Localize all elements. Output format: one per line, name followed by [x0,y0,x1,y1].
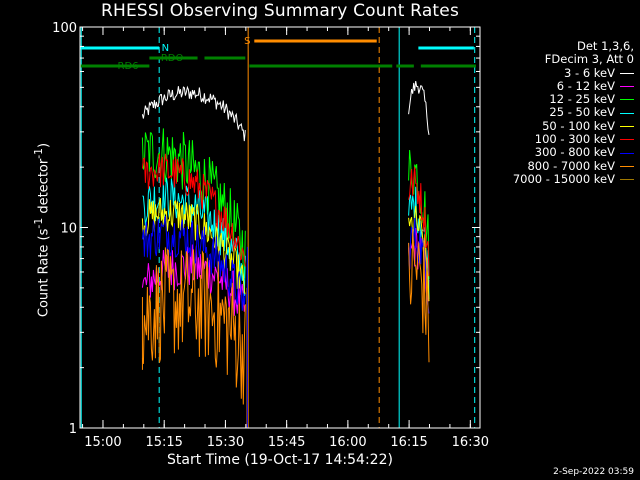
legend-entry-label: 100 - 300 keV [534,132,615,147]
legend-entry-label: 25 - 50 keV [549,105,615,120]
legend-entry-swatch [620,152,634,154]
y-tick-label-1: 10 [60,222,77,237]
legend-entry-label: 800 - 7000 keV [527,158,615,173]
legend-entry-swatch [620,125,634,127]
y-axis-label-main: Count Rate (s [36,228,52,318]
x-axis-label: Start Time (19-Oct-17 14:54:22) [167,452,393,468]
state-label-rd6: RD6 [118,61,139,72]
series-3-6-kev-segment-0 [141,85,246,142]
series-50-100-kev-segment-0 [141,197,246,296]
y-tick-label-0: 1 [69,422,77,437]
legend-entry: 50 - 100 keV [500,118,634,133]
legend-entry: 100 - 300 keV [500,132,634,147]
series-300-800-kev-segment-1 [408,217,430,314]
legend-entry: 800 - 7000 keV [500,158,634,173]
chart-title: RHESSI Observing Summary Count Rates [100,1,460,21]
legend-entry-swatch [620,112,634,114]
legend-entry-swatch [620,165,634,167]
legend-header-line-2: FDecim 3, Att 0 [544,52,634,67]
series-800-7000-kev-segment-1 [408,229,430,363]
legend-entry-label: 7000 - 15000 keV [512,171,615,186]
x-tick-label-2: 15:30 [207,435,244,450]
x-tick-label-5: 16:15 [390,435,427,450]
state-label-rdo: RDO [161,53,184,64]
legend-entry: 300 - 800 keV [500,146,634,159]
legend-entry: 6 - 12 keV [500,78,634,93]
series-3-6-kev-segment-1 [408,81,430,135]
legend-entry: 3 - 6 keV [500,65,634,80]
legend-entry: 7000 - 15000 keV [500,171,634,186]
legend-header-line-1: Det 1,3,6, [576,39,634,53]
legend-entry-swatch [620,86,634,88]
y-axis-label-mid: detector [36,158,52,218]
legend-entry: 12 - 25 keV [500,92,634,107]
legend-entry-label: 6 - 12 keV [556,78,615,93]
legend-entry: 25 - 50 keV [500,106,634,119]
y-axis-label-end: ) [36,142,52,148]
legend: Det 1,3,6, FDecim 3, Att 0 3 - 6 keV 6 - … [500,39,634,186]
x-tick-label-6: 16:30 [452,435,489,450]
x-tick-label-0: 15:00 [84,435,121,450]
x-tick-label-3: 15:45 [268,435,305,450]
series-6-12-kev-segment-0 [141,244,246,316]
legend-entry-swatch [620,72,634,74]
generation-timestamp: 2-Sep-2022 03:59 [553,467,634,477]
y-tick-label-2: 100 [52,21,77,36]
legend-entry-label: 300 - 800 keV [534,145,615,160]
y-axis-label-sup-1: -1 [32,217,45,229]
y-axis-label: Count Rate (s-1 detector-1) [32,130,51,330]
y-axis-label-sup-2: -1 [32,147,45,159]
x-tick-label-1: 15:15 [145,435,182,450]
state-label-n: N [162,43,169,54]
state-label-s: S [244,36,250,47]
series-800-7000-kev-segment-0 [141,247,246,405]
legend-entry-label: 12 - 25 keV [549,92,615,107]
series-100-300-kev-segment-0 [141,153,246,267]
series-100-300-kev-segment-1 [408,166,430,277]
x-tick-label-4: 16:00 [329,435,366,450]
legend-entry-label: 3 - 6 keV [564,65,615,80]
legend-entry-swatch [620,99,634,101]
legend-entry-swatch [620,179,634,181]
legend-entry-swatch [620,139,634,141]
legend-entry-label: 50 - 100 keV [542,118,615,133]
